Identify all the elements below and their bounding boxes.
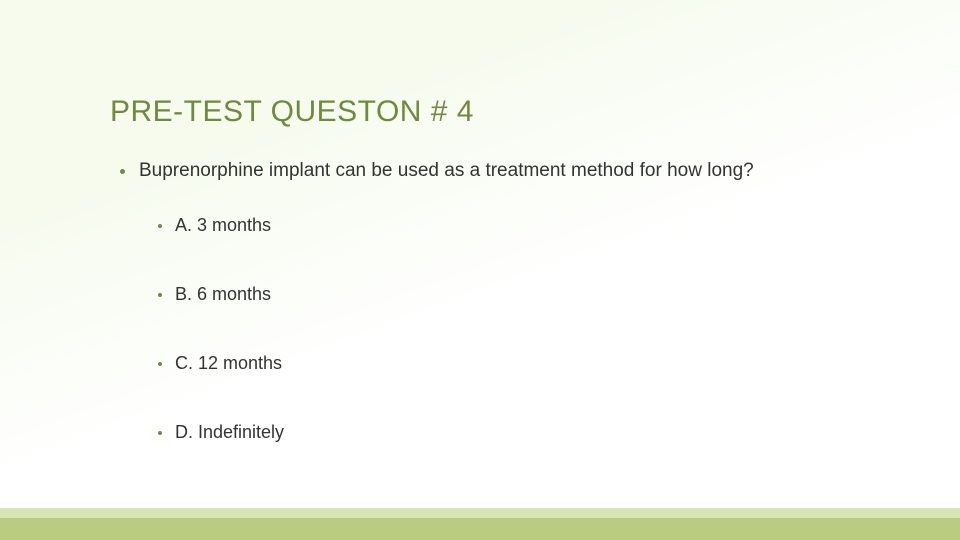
bullet-icon xyxy=(158,431,162,435)
option-d: D. Indefinitely xyxy=(158,422,284,443)
option-b: B. 6 months xyxy=(158,284,284,305)
option-label: B. 6 months xyxy=(175,284,271,305)
option-label: D. Indefinitely xyxy=(175,422,284,443)
option-label: A. 3 months xyxy=(175,215,271,236)
slide: PRE-TEST QUESTON # 4 Buprenorphine impla… xyxy=(0,0,960,540)
bullet-icon xyxy=(158,224,162,228)
options-list: A. 3 months B. 6 months C. 12 months D. … xyxy=(158,215,284,491)
question-row: Buprenorphine implant can be used as a t… xyxy=(120,160,754,182)
option-a: A. 3 months xyxy=(158,215,284,236)
question-text: Buprenorphine implant can be used as a t… xyxy=(139,160,754,182)
bullet-icon xyxy=(158,293,162,297)
slide-title: PRE-TEST QUESTON # 4 xyxy=(110,95,474,129)
footer-accent-bar xyxy=(0,518,960,540)
option-c: C. 12 months xyxy=(158,353,284,374)
bullet-icon xyxy=(158,362,162,366)
bullet-icon xyxy=(120,169,125,174)
option-label: C. 12 months xyxy=(175,353,282,374)
